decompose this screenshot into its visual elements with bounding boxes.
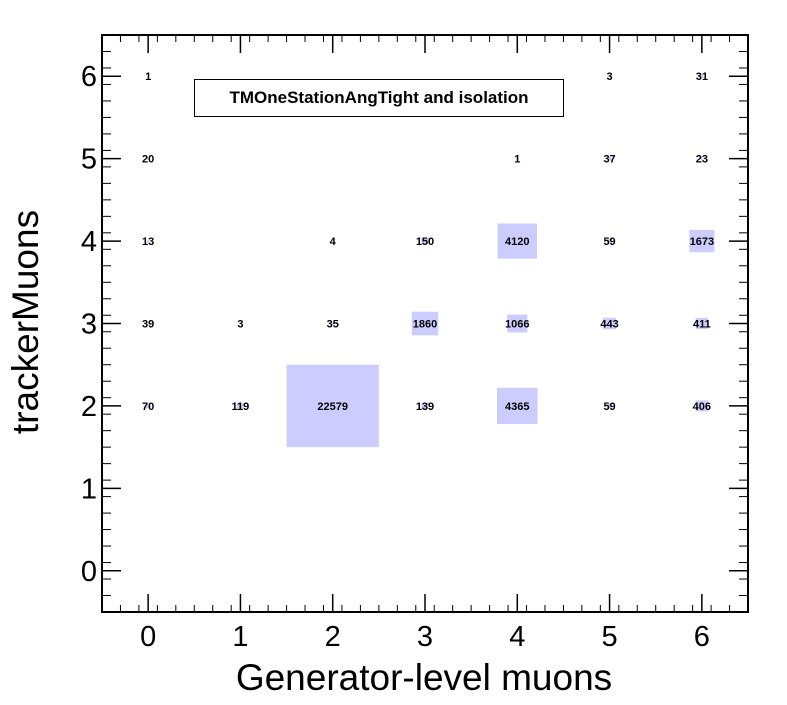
- x-tick-label: 4: [509, 621, 525, 653]
- x-tick-label: 0: [140, 621, 156, 653]
- bin-box: [145, 403, 151, 409]
- legend-box: TMOneStationAngTight and isolation: [194, 79, 564, 117]
- bin-box: [332, 240, 334, 242]
- cell-value-label: 35: [327, 319, 339, 331]
- bin-box: [147, 240, 150, 243]
- cell-value-label: 31: [696, 71, 708, 83]
- bin-box: [239, 323, 241, 324]
- cell-value-label: 23: [696, 154, 708, 166]
- cell-value-label: 411: [693, 319, 711, 331]
- y-tick-label: 6: [81, 61, 97, 93]
- y-tick-label: 0: [81, 556, 97, 588]
- x-axis-title: Generator-level muons: [236, 657, 612, 698]
- cell-value-label: 1: [514, 154, 520, 166]
- bin-box: [609, 75, 611, 77]
- y-tick-label: 4: [81, 226, 97, 258]
- bin-box: [411, 311, 439, 336]
- cell-value-label: 150: [416, 236, 434, 248]
- cell-value-label: 70: [142, 401, 154, 413]
- x-tick-labels: 0 1 2 3 4 5 6: [140, 621, 710, 653]
- bin-box: [607, 403, 612, 409]
- bin-box: [421, 237, 429, 245]
- cell-value-label: 59: [603, 401, 615, 413]
- bin-box: [700, 74, 704, 78]
- bin-box: [695, 317, 709, 330]
- bin-box: [497, 223, 537, 259]
- bin-box: [146, 321, 151, 326]
- bin-box: [147, 75, 149, 77]
- cell-value-label: 59: [603, 236, 615, 248]
- y-tick-label: 1: [81, 473, 97, 505]
- ticks-layer: [101, 34, 749, 613]
- x-tick-label: 5: [602, 621, 618, 653]
- y-tick-labels: 0 1 2 3 4 5 6: [81, 61, 97, 588]
- bin-box: [237, 402, 244, 409]
- bin-box: [421, 402, 429, 410]
- bin-box: [516, 158, 518, 159]
- cell-value-label: 1673: [690, 236, 714, 248]
- cell-value-label: 4: [330, 236, 337, 248]
- bin-box: [146, 157, 150, 160]
- cell-value-label: 119: [232, 401, 250, 413]
- cell-value-label: 13: [142, 236, 154, 248]
- bin-box: [689, 229, 715, 253]
- x-tick-label: 1: [232, 621, 248, 653]
- x-tick-label: 3: [417, 621, 433, 653]
- cell-value-label: 37: [603, 154, 615, 166]
- y-tick-label: 2: [81, 391, 97, 423]
- bin-box: [603, 317, 617, 330]
- cell-value-label: 1: [145, 71, 151, 83]
- y-axis-title: trackerMuons: [5, 210, 46, 434]
- bin-box: [496, 387, 538, 425]
- bin-box: [607, 156, 612, 161]
- cell-value-label: 22579: [317, 401, 348, 413]
- x-tick-label: 2: [325, 621, 341, 653]
- boxes-layer: [145, 74, 715, 448]
- cell-value-label: 1860: [413, 319, 437, 331]
- bin-box: [695, 400, 709, 412]
- legend-text: TMOneStationAngTight and isolation: [229, 88, 529, 107]
- cell-value-label: 4365: [505, 401, 529, 413]
- x-tick-label: 6: [694, 621, 710, 653]
- cell-value-label: 20: [142, 154, 154, 166]
- bin-box: [330, 321, 335, 326]
- bin-box: [286, 364, 379, 448]
- bin-box: [607, 238, 612, 244]
- cell-value-label: 406: [693, 401, 711, 413]
- cell-value-label: 139: [416, 401, 434, 413]
- cell-value-label: 1066: [505, 319, 529, 331]
- cell-value-label: 443: [600, 319, 618, 331]
- cell-value-label: 3: [237, 319, 243, 331]
- y-tick-label: 3: [81, 309, 97, 341]
- y-tick-label: 5: [81, 144, 97, 176]
- cell-value-label: 3: [607, 71, 613, 83]
- cell-value-label: 39: [142, 319, 154, 331]
- bin-box: [507, 314, 528, 333]
- bin-box: [700, 157, 704, 160]
- cell-value-label: 4120: [505, 236, 529, 248]
